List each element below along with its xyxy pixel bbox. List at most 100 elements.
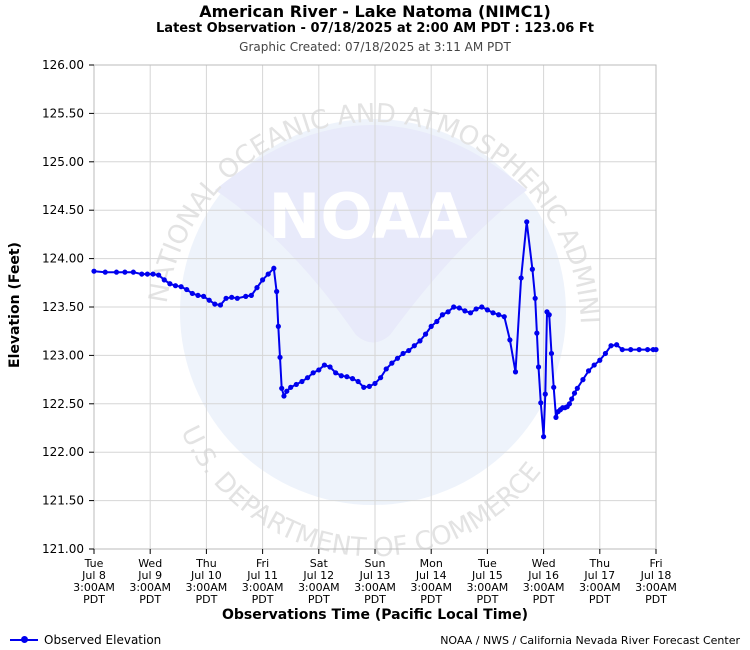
data-point (372, 380, 378, 387)
data-point (451, 304, 457, 310)
data-point (541, 434, 547, 440)
data-point (548, 350, 555, 357)
data-point (456, 305, 462, 311)
data-point (275, 323, 281, 329)
data-point (383, 366, 389, 372)
y-axis-ticks: 121.00 121.50 122.00 122.50 123.00 123.50 124.… (42, 58, 94, 556)
data-point (260, 277, 266, 283)
x-axis-title: Observations Time (Pacific Local Time) (222, 607, 528, 623)
data-point (501, 314, 507, 320)
data-point (602, 350, 609, 357)
data-point (122, 269, 128, 275)
data-point (512, 369, 519, 375)
data-point (529, 266, 535, 272)
data-point (229, 294, 235, 300)
y-axis-title: Elevation (Feet) (7, 242, 23, 368)
data-point (653, 346, 659, 353)
data-point (274, 288, 280, 295)
data-point (102, 269, 108, 275)
data-point (355, 378, 361, 385)
data-point (614, 342, 620, 348)
data-point (316, 367, 322, 373)
data-point (144, 271, 150, 277)
data-point (361, 384, 367, 390)
data-point (139, 271, 145, 277)
data-point (574, 385, 580, 391)
y-tick-label: 123.50 (42, 300, 84, 314)
data-point (223, 295, 229, 301)
data-point (299, 378, 305, 385)
chart-title: American River - Lake Natoma (NIMC1) (199, 2, 551, 21)
data-point (532, 295, 538, 301)
x-tick-label: Wed Jul 9 3:00AM PDT (129, 557, 171, 606)
data-point (200, 293, 207, 299)
data-point (400, 350, 406, 357)
data-point (484, 307, 490, 313)
data-point (597, 357, 603, 363)
data-point (534, 330, 540, 336)
data-point (628, 346, 634, 353)
data-point (172, 283, 179, 289)
data-point (507, 337, 513, 343)
y-tick-label: 121.50 (42, 494, 84, 508)
data-point (542, 391, 548, 397)
data-point (248, 292, 254, 298)
x-tick-label: Tue Jul 8 3:00AM PDT (73, 557, 115, 606)
data-point (585, 368, 592, 374)
data-point (422, 331, 429, 337)
data-point (406, 347, 412, 354)
data-point (321, 362, 328, 368)
data-point (243, 293, 249, 299)
x-tick-label: Sat Jul 12 3:00AM PDT (298, 557, 340, 606)
data-point (473, 306, 479, 312)
watermark-logo-text: NOAA (269, 180, 468, 253)
data-point (636, 346, 642, 353)
data-point (518, 275, 524, 281)
x-tick-label: Fri Jul 18 3:00AM PDT (635, 557, 677, 606)
y-tick-label: 121.00 (42, 542, 84, 556)
data-point (288, 384, 294, 390)
y-tick-label: 125.00 (42, 155, 84, 169)
data-point (434, 318, 440, 325)
data-point (195, 292, 201, 298)
data-point (535, 364, 542, 370)
data-point (619, 346, 625, 353)
graphic-created-note: Graphic Created: 07/18/2025 at 3:11 AM P… (239, 40, 511, 54)
data-point (277, 354, 283, 360)
legend-line-icon (10, 636, 38, 643)
data-point (467, 310, 474, 316)
x-tick-label: Thu Jul 10 3:00AM PDT (186, 557, 228, 606)
data-point (113, 269, 120, 275)
x-tick-label: Tue Jul 15 3:00AM PDT (467, 557, 509, 606)
data-point (344, 374, 350, 380)
data-point (293, 381, 299, 388)
data-point (279, 385, 285, 391)
data-point (333, 370, 339, 376)
data-point (366, 383, 372, 389)
data-point (394, 355, 401, 361)
data-point (254, 285, 260, 291)
data-point (217, 302, 224, 308)
data-point (327, 364, 333, 370)
data-point (206, 297, 212, 303)
data-point (439, 312, 446, 318)
data-point (644, 346, 651, 353)
y-tick-label: 126.00 (42, 58, 84, 72)
data-point (462, 308, 468, 314)
data-point (271, 265, 277, 271)
x-tick-label: Wed Jul 16 3:00AM PDT (523, 557, 565, 606)
data-point (178, 284, 184, 290)
x-axis-ticks: Tue Jul 8 3:00AM PDT Wed Jul 9 3:00AM PDT Thu Jul… (73, 549, 677, 606)
data-point (338, 373, 344, 379)
data-point (417, 338, 423, 344)
data-point (378, 375, 384, 381)
data-point (156, 272, 162, 278)
data-point (349, 376, 356, 382)
data-point (479, 304, 485, 310)
legend: Observed Elevation (10, 633, 161, 647)
data-point (591, 362, 597, 368)
data-point (546, 312, 552, 318)
y-tick-label: 124.50 (42, 203, 84, 217)
